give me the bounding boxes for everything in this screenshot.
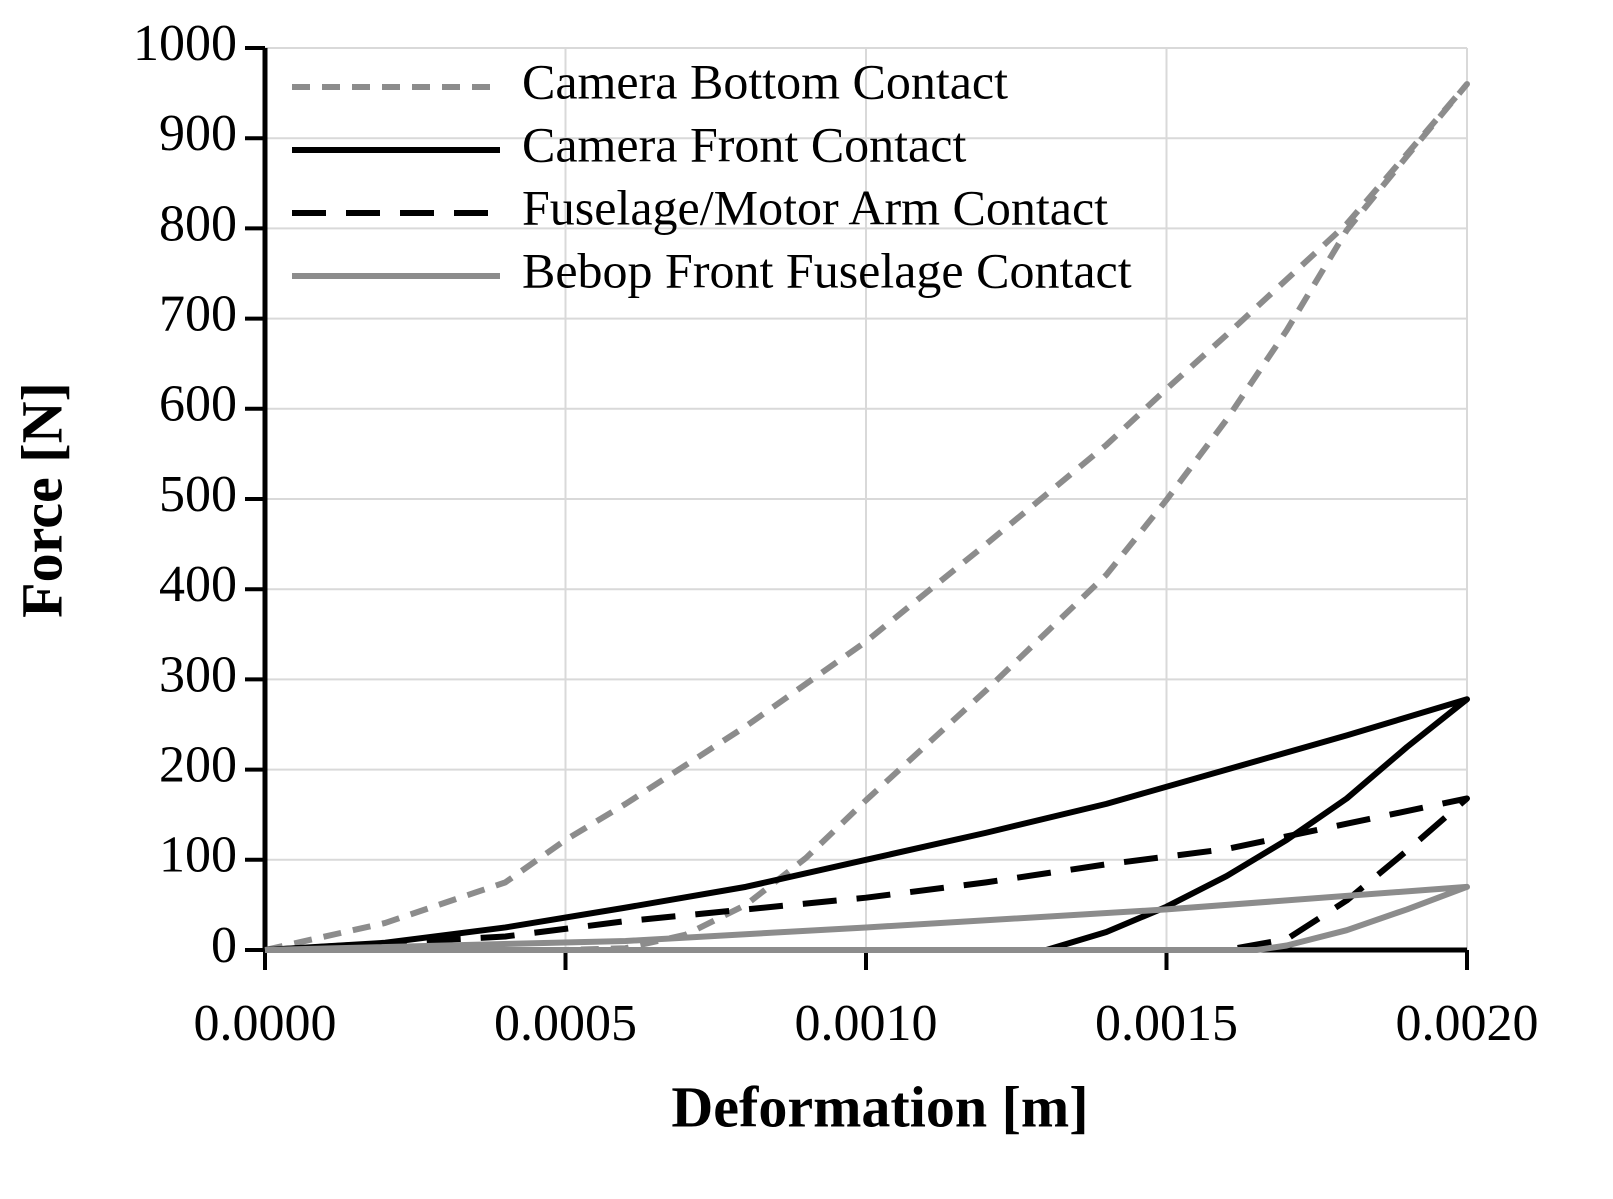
x-tick-label: 0.0020 — [1396, 995, 1539, 1052]
series-line — [264, 883, 1470, 953]
y-tick-label: 1000 — [133, 15, 237, 72]
y-tick-label: 100 — [159, 827, 237, 884]
legend-label: Camera Front Contact — [522, 116, 966, 172]
y-tick-label: 900 — [159, 105, 237, 162]
series-line — [264, 81, 1470, 953]
y-tick-label: 200 — [159, 737, 237, 794]
y-tick-label: 500 — [159, 466, 237, 523]
x-tick-label: 0.0015 — [1095, 995, 1238, 1052]
y-axis-title: Force [N] — [9, 382, 74, 618]
legend-label: Camera Bottom Contact — [522, 53, 1008, 109]
y-tick-label: 600 — [159, 376, 237, 433]
legend-label: Bebop Front Fuselage Contact — [522, 242, 1132, 298]
y-tick-label: 300 — [159, 646, 237, 703]
y-tick-label: 400 — [159, 556, 237, 613]
x-tick-label: 0.0010 — [795, 995, 938, 1052]
y-tick-label: 0 — [211, 917, 237, 974]
series-line — [264, 795, 1470, 953]
x-axis-title: Deformation [m] — [671, 1074, 1088, 1139]
legend-label: Fuselage/Motor Arm Contact — [522, 179, 1108, 235]
y-tick-label: 700 — [159, 286, 237, 343]
x-tick-label: 0.0000 — [194, 995, 337, 1052]
x-tick-label: 0.0005 — [494, 995, 637, 1052]
y-tick-label: 800 — [159, 195, 237, 252]
